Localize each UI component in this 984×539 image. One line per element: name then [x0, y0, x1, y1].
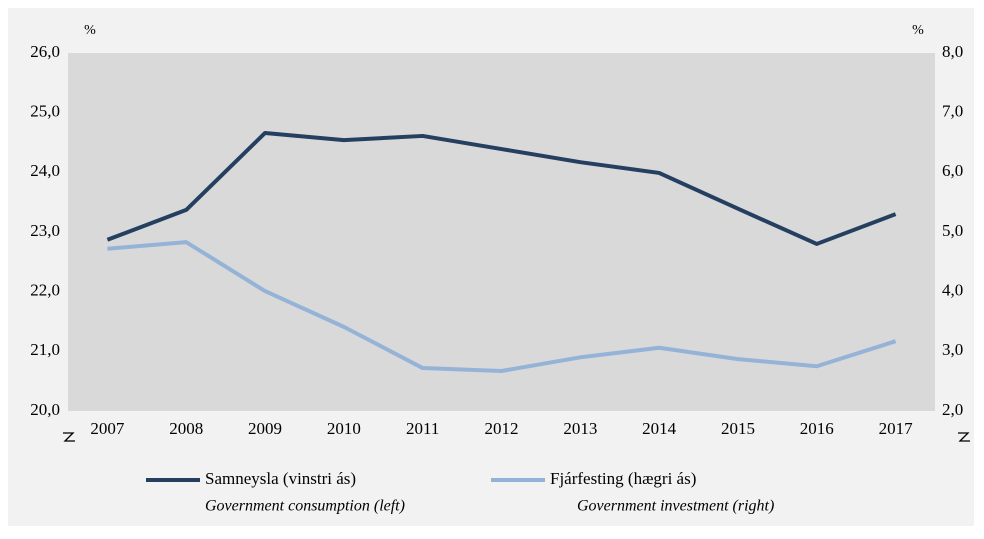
axis-break	[958, 432, 970, 442]
legend-subtitle: Government investment (right)	[577, 498, 774, 515]
x-tick-label: 2014	[642, 419, 677, 438]
x-tick-label: 2011	[406, 419, 439, 438]
y2-axis-unit: %	[912, 23, 924, 38]
series-line	[106, 130, 897, 246]
y2-tick-label: 5,0	[942, 221, 963, 240]
y-tick-label: 23,0	[30, 221, 60, 240]
x-tick-label: 2012	[485, 419, 519, 438]
x-tick-label: 2013	[563, 419, 597, 438]
y2-tick-label: 3,0	[942, 340, 963, 359]
y-tick-label: 25,0	[30, 102, 60, 121]
series-line	[107, 240, 897, 374]
y-tick-label: 20,0	[30, 400, 60, 419]
y2-tick-label: 2,0	[942, 400, 963, 419]
x-tick-label: 2015	[721, 419, 755, 438]
x-tick-label: 2009	[248, 419, 282, 438]
x-tick-label: 2010	[327, 419, 361, 438]
y2-tick-label: 4,0	[942, 281, 963, 300]
legend-label: Samneysla (vinstri ás)	[205, 469, 356, 488]
legend-label: Fjárfesting (hægri ás)	[550, 469, 696, 488]
x-tick-label: 2008	[169, 419, 203, 438]
y-tick-label: 22,0	[30, 281, 60, 300]
y2-tick-label: 6,0	[942, 161, 963, 180]
x-tick-label: 2007	[90, 419, 125, 438]
x-tick-label: 2016	[800, 419, 834, 438]
x-tick-label: 2017	[879, 419, 914, 438]
y2-tick-label: 8,0	[942, 42, 963, 61]
y2-tick-label: 7,0	[942, 102, 963, 121]
legend-subtitle: Government consumption (left)	[205, 498, 405, 515]
plot-area	[68, 53, 935, 411]
axis-break	[63, 432, 75, 442]
y-tick-label: 24,0	[30, 161, 60, 180]
y-tick-label: 26,0	[30, 42, 60, 61]
y-axis-unit: %	[84, 23, 96, 38]
y-tick-label: 21,0	[30, 340, 60, 359]
